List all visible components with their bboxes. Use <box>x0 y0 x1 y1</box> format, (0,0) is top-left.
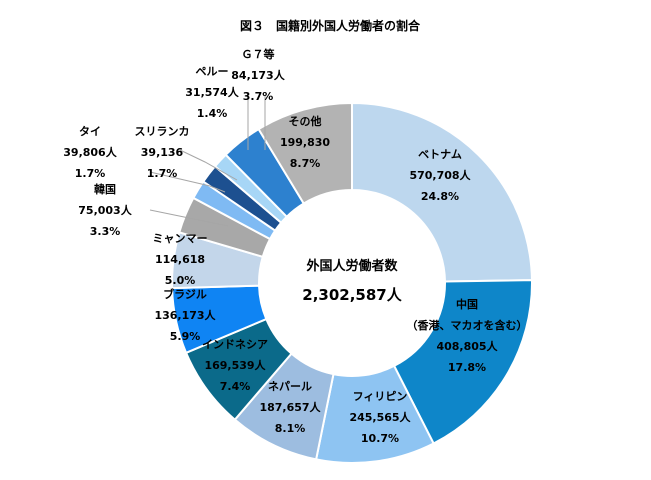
leader-line-8 <box>149 171 226 193</box>
slice-pct-label-2: 10.7% <box>361 432 399 445</box>
slice-labels: ベトナム 570,708人 24.8% 中国 （香港、マカオを含む） 408,805人 17… <box>63 47 527 445</box>
slice-count-label-7: 75,003人 <box>78 203 132 217</box>
slice-count-label-5: 136,173人 <box>154 308 216 322</box>
leader-lines <box>149 95 266 227</box>
slice-pct-label-6: 5.0% <box>165 274 196 287</box>
slice-pct-label-12: 8.7% <box>290 157 321 170</box>
slice-name-label-9: スリランカ <box>135 125 190 138</box>
slice-count-label-1: 408,805人 <box>436 339 498 353</box>
slice-count-label-6: 114,618 <box>155 253 205 266</box>
slice-name-label-0: ベトナム <box>418 148 462 161</box>
slice-name-label-3: ネパール <box>268 380 312 393</box>
slice-pct-label-0: 24.8% <box>421 190 459 203</box>
center-label: 外国人労働者数 <box>305 258 398 274</box>
slice-pct-label-5: 5.9% <box>170 330 201 343</box>
slice-count-label-2: 245,565人 <box>349 410 411 424</box>
slice-name-label-11: Ｇ７等 <box>242 47 275 61</box>
slice-pct-label-3: 8.1% <box>275 422 306 435</box>
slice-count-label-8: 39,806人 <box>63 145 117 159</box>
slice-count-label-12: 199,830 <box>280 136 330 149</box>
slice-count-label-10: 31,574人 <box>185 85 239 99</box>
slice-count-label-9: 39,136 <box>141 146 184 159</box>
slice-pct-label-9: 1.7% <box>147 167 178 180</box>
slice-name-label-6: ミャンマー <box>153 232 208 245</box>
slice-subname-label-1: （香港、マカオを含む） <box>407 318 528 332</box>
slice-pct-label-10: 1.4% <box>197 107 228 120</box>
slice-name-label-1: 中国 <box>456 297 478 311</box>
slice-count-label-3: 187,657人 <box>259 400 321 414</box>
slice-pct-label-7: 3.3% <box>90 225 121 238</box>
leader-line-7 <box>149 209 229 227</box>
slice-0 <box>351 101 533 283</box>
donut-slices <box>171 101 533 464</box>
center-value: 2,302,587人 <box>302 286 402 304</box>
chart-title: 図３ 国籍別外国人労働者の割合 <box>240 18 421 33</box>
slice-name-label-2: フィリピン <box>353 390 408 403</box>
slice-name-label-7: 韓国 <box>94 182 116 196</box>
slice-count-label-4: 169,539人 <box>204 358 266 372</box>
slice-name-label-12: その他 <box>289 114 322 128</box>
slice-1 <box>392 279 533 445</box>
slice-pct-label-1: 17.8% <box>448 361 486 374</box>
slice-name-label-4: インドネシア <box>202 338 268 351</box>
slice-name-label-8: タイ <box>79 125 101 138</box>
slice-name-label-5: ブラジル <box>163 287 207 301</box>
slice-count-label-0: 570,708人 <box>409 168 471 182</box>
slice-pct-label-8: 1.7% <box>75 167 106 180</box>
slice-pct-label-11: 3.7% <box>243 90 274 103</box>
leader-line-9 <box>179 149 238 181</box>
slice-name-label-10: ペルー <box>196 65 229 78</box>
slice-pct-label-4: 7.4% <box>220 380 251 393</box>
slice-12 <box>257 101 353 205</box>
slice-count-label-11: 84,173人 <box>231 68 285 82</box>
